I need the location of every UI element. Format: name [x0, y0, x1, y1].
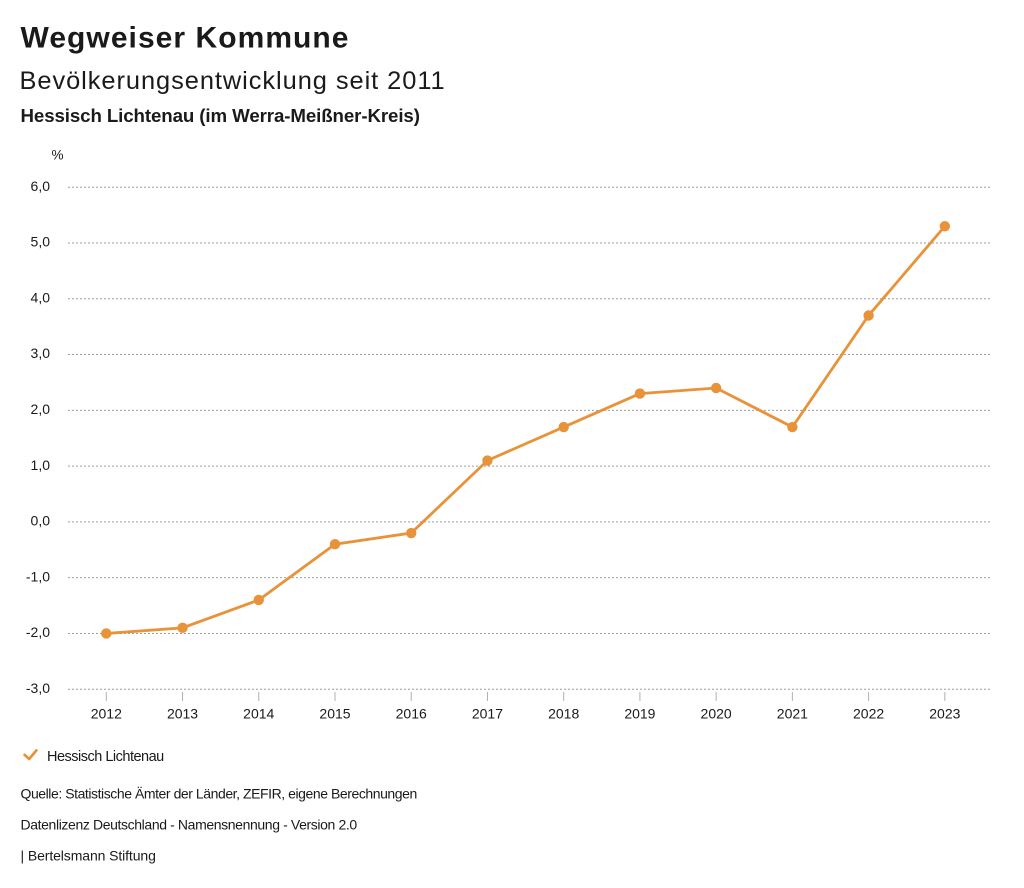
svg-text:2020: 2020 — [701, 706, 732, 722]
svg-text:%: % — [52, 147, 64, 162]
svg-text:5,0: 5,0 — [31, 234, 51, 250]
svg-text:Hessisch Lichtenau (im Werra-M: Hessisch Lichtenau (im Werra-Meißner-Kre… — [21, 105, 420, 126]
svg-text:Wegweiser Kommune: Wegweiser Kommune — [21, 21, 350, 54]
svg-text:| Bertelsmann Stiftung: | Bertelsmann Stiftung — [21, 848, 156, 864]
svg-text:4,0: 4,0 — [31, 289, 51, 305]
svg-text:-1,0: -1,0 — [26, 568, 50, 584]
svg-text:2012: 2012 — [91, 706, 122, 722]
svg-text:2017: 2017 — [472, 706, 503, 722]
svg-text:2023: 2023 — [929, 706, 960, 722]
svg-text:3,0: 3,0 — [31, 345, 51, 361]
svg-text:2015: 2015 — [319, 706, 350, 722]
svg-text:2014: 2014 — [243, 706, 274, 722]
svg-text:Datenlizenz Deutschland - Name: Datenlizenz Deutschland - Namensnennung … — [21, 816, 358, 832]
svg-text:2022: 2022 — [853, 706, 884, 722]
svg-text:-2,0: -2,0 — [26, 624, 50, 640]
svg-text:2013: 2013 — [167, 706, 198, 722]
svg-text:1,0: 1,0 — [31, 457, 51, 473]
svg-text:0,0: 0,0 — [31, 513, 51, 529]
svg-text:2019: 2019 — [624, 706, 655, 722]
svg-text:2016: 2016 — [396, 706, 427, 722]
svg-text:6,0: 6,0 — [31, 178, 51, 194]
svg-text:2021: 2021 — [777, 706, 808, 722]
svg-text:Quelle: Statistische Ämter der: Quelle: Statistische Ämter der Länder, Z… — [21, 785, 417, 801]
svg-text:2,0: 2,0 — [31, 401, 51, 417]
svg-text:Hessisch Lichtenau: Hessisch Lichtenau — [47, 749, 164, 765]
svg-text:2018: 2018 — [548, 706, 579, 722]
svg-text:Bevölkerungsentwicklung seit 2: Bevölkerungsentwicklung seit 2011 — [20, 67, 446, 95]
svg-text:-3,0: -3,0 — [26, 680, 50, 696]
